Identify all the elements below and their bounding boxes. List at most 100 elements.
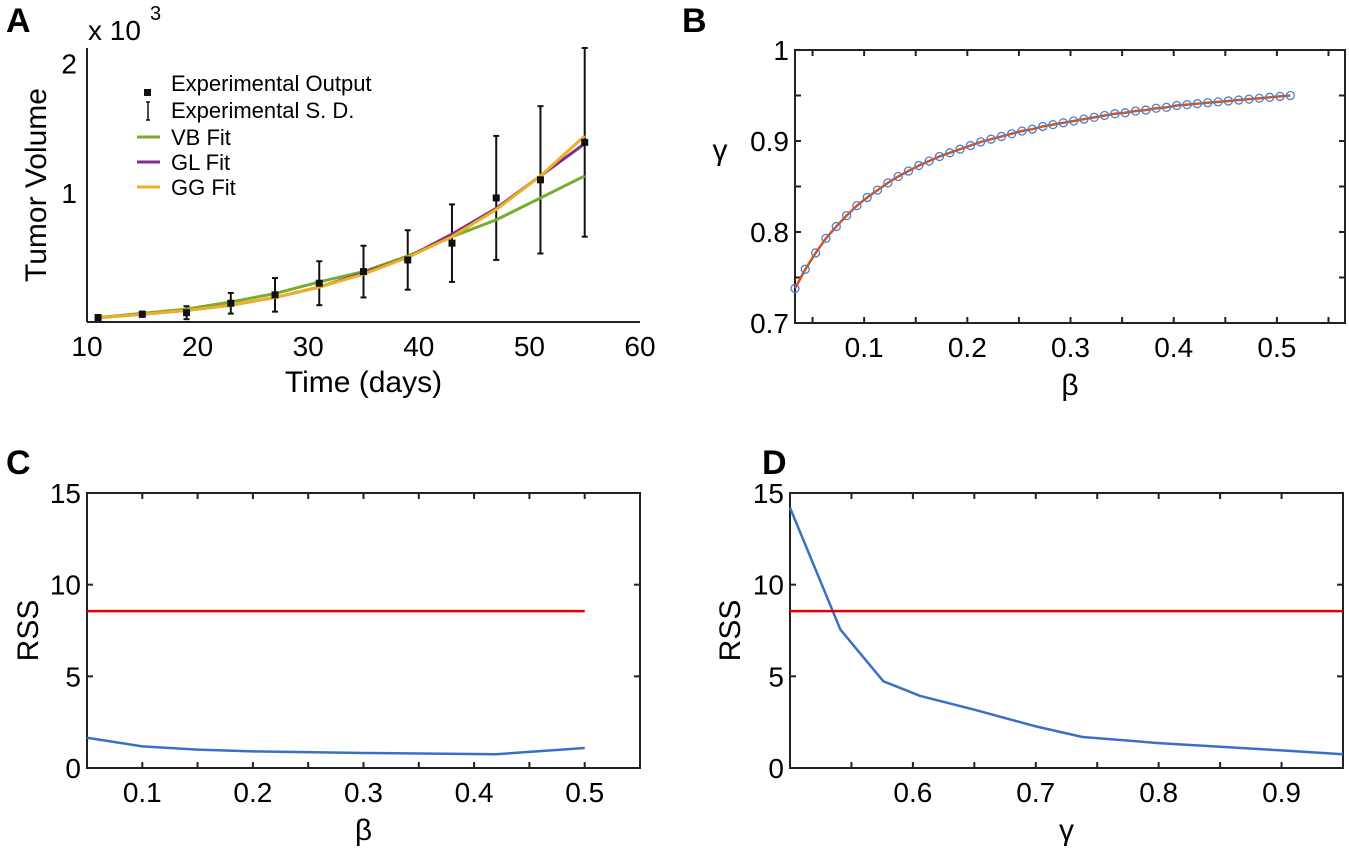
legend-entry: GL Fit xyxy=(171,150,230,175)
x-tick-label: 30 xyxy=(293,331,324,362)
x-tick-label: 0.3 xyxy=(344,777,383,808)
data-point xyxy=(945,148,955,158)
data-point xyxy=(831,221,841,232)
y-axis-label: RSS xyxy=(12,600,45,662)
y-tick-label: 15 xyxy=(753,478,784,509)
panel-d-rss-vs-gamma: 0.6 0.7 0.8 0.9 0 5 10 15 γ RSS xyxy=(714,478,1344,847)
y-scale-multiplier: x 10 xyxy=(88,15,141,46)
experimental-point xyxy=(536,176,544,184)
data-point xyxy=(1244,94,1254,104)
panel-c-rss-vs-beta: 0.1 0.2 0.3 0.4 0.5 0 5 10 15 β RSS xyxy=(12,478,641,847)
data-point xyxy=(1110,109,1120,119)
panel-label-c: C xyxy=(6,444,31,482)
panel-b-gamma-vs-beta: 0.1 0.2 0.3 0.4 0.5 0.7 0.8 0.9 1 β γ xyxy=(713,35,1346,402)
experimental-point xyxy=(315,279,323,287)
y-tick-label: 0 xyxy=(768,753,784,784)
data-point xyxy=(1068,116,1079,126)
x-tick-label: 0.4 xyxy=(1154,332,1193,363)
x-tick-label: 0.5 xyxy=(1257,332,1296,363)
x-tick-label: 0.7 xyxy=(1016,777,1055,808)
x-tick-label: 0.6 xyxy=(893,777,932,808)
legend-entry: VB Fit xyxy=(171,125,231,150)
experimental-point xyxy=(94,314,102,322)
x-axis-label: γ xyxy=(1059,814,1074,847)
y-tick-label: 10 xyxy=(753,570,784,601)
legend-entry: GG Fit xyxy=(171,175,236,200)
data-point xyxy=(1223,96,1234,106)
data-point xyxy=(1151,103,1161,113)
data-point xyxy=(1038,121,1048,132)
x-tick-label: 0.8 xyxy=(1139,777,1178,808)
y-tick-label: 2 xyxy=(61,49,77,80)
data-point xyxy=(903,166,914,176)
data-point xyxy=(1203,98,1213,108)
y-tick-label: 15 xyxy=(50,478,81,509)
data-point xyxy=(955,144,965,154)
data-point xyxy=(1017,126,1027,136)
experimental-point xyxy=(271,291,279,299)
data-point xyxy=(1027,124,1037,134)
data-point xyxy=(1089,112,1099,122)
panel-a-tumor-volume: 10 20 30 40 50 60 1 2 Time (days) Tumor Volume x 1… xyxy=(20,3,656,399)
data-point xyxy=(800,264,810,274)
y-scale-exponent: 3 xyxy=(150,3,161,25)
data-point xyxy=(1213,97,1223,107)
x-tick-label: 40 xyxy=(403,331,434,362)
experimental-point xyxy=(360,268,367,276)
data-point xyxy=(965,140,976,151)
data-point xyxy=(893,171,903,182)
x-axis-label: β xyxy=(355,814,372,847)
legend-entry: Experimental Output xyxy=(171,71,372,96)
experimental-point xyxy=(183,309,191,317)
data-point xyxy=(1058,118,1068,128)
x-tick-label: 0.2 xyxy=(948,332,987,363)
y-axis-label: RSS xyxy=(714,600,747,662)
data-point xyxy=(1265,92,1275,102)
data-point xyxy=(986,134,996,144)
x-tick-label: 0.9 xyxy=(1262,777,1301,808)
data-point xyxy=(1130,106,1141,116)
y-tick-label: 0.9 xyxy=(750,126,789,157)
data-point xyxy=(1234,95,1244,105)
x-axis-label: Time (days) xyxy=(285,366,442,399)
data-point xyxy=(883,178,893,188)
data-point xyxy=(1285,90,1295,101)
data-point xyxy=(841,210,852,221)
data-point xyxy=(1254,93,1265,103)
experimental-point xyxy=(492,194,500,202)
data-point xyxy=(1048,119,1058,130)
data-point xyxy=(976,137,986,147)
data-point xyxy=(1120,108,1130,118)
data-point xyxy=(862,192,872,203)
y-axis-label: Tumor Volume xyxy=(20,88,53,282)
data-point xyxy=(914,160,924,171)
panel-label-b: B xyxy=(682,2,707,40)
x-tick-label: 0.3 xyxy=(1051,332,1090,363)
y-axis-label: γ xyxy=(713,134,728,167)
data-point xyxy=(1079,114,1089,124)
y-tick-label: 5 xyxy=(768,661,784,692)
x-tick-label: 0.1 xyxy=(845,332,884,363)
data-point xyxy=(810,248,821,258)
data-point xyxy=(1007,129,1017,139)
data-point xyxy=(821,233,831,244)
x-tick-label: 50 xyxy=(514,331,545,362)
fit-line xyxy=(793,94,1291,290)
x-tick-label: 20 xyxy=(182,331,213,362)
plot-frame xyxy=(86,492,641,769)
x-tick-label: 60 xyxy=(624,331,655,362)
legend-marker-square xyxy=(144,89,151,96)
rss-line xyxy=(788,507,1344,756)
data-point xyxy=(1192,99,1203,109)
data-point xyxy=(996,131,1007,142)
data-point xyxy=(1275,91,1285,102)
data-point xyxy=(790,283,800,294)
y-tick-label: 1 xyxy=(773,35,789,66)
plot-frame xyxy=(789,492,1344,769)
experimental-point xyxy=(138,310,146,318)
y-tick-label: 1 xyxy=(61,178,77,209)
experimental-point xyxy=(448,239,456,247)
panel-label-a: A xyxy=(6,2,31,40)
rss-line xyxy=(86,736,585,756)
